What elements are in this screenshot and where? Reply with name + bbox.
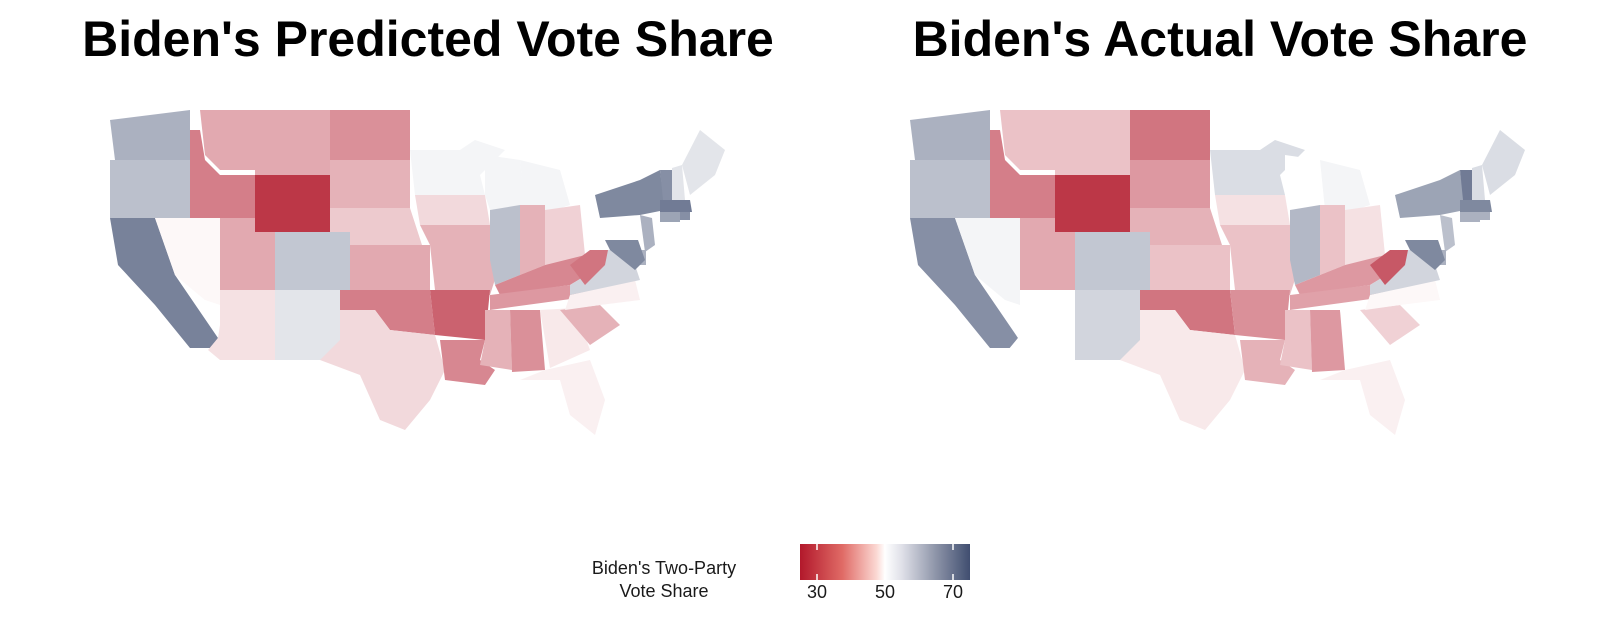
state-mn: [1210, 140, 1305, 195]
state-ne: [1130, 208, 1222, 245]
predicted-vote-share-map: [110, 110, 725, 435]
state-ks: [1150, 245, 1230, 290]
state-md: [1405, 240, 1445, 270]
state-wa: [910, 110, 990, 160]
state-nd: [1130, 110, 1210, 160]
state-vt: [660, 170, 672, 200]
state-md: [605, 240, 645, 270]
state-sc: [1360, 305, 1420, 345]
state-wy: [255, 175, 330, 232]
state-ok: [1140, 290, 1235, 335]
state-co: [275, 232, 350, 290]
state-or: [910, 160, 990, 218]
state-ut: [1020, 218, 1075, 290]
state-nj: [1440, 215, 1455, 252]
state-ri: [680, 212, 690, 220]
state-nv: [155, 218, 220, 305]
legend-tick-label: 70: [943, 582, 963, 602]
state-or: [110, 160, 190, 218]
color-scale-legend: 30 50 70: [800, 544, 970, 602]
state-nc: [565, 280, 640, 310]
state-mt: [1000, 110, 1130, 175]
predicted-map-title: Biden's Predicted Vote Share: [82, 11, 774, 67]
state-in: [1320, 205, 1345, 275]
state-ia: [415, 195, 490, 225]
state-ia: [1215, 195, 1290, 225]
state-wi: [485, 155, 525, 210]
state-ar: [430, 290, 490, 340]
state-sc: [560, 305, 620, 345]
state-ma: [1460, 200, 1492, 212]
state-ri: [1480, 212, 1490, 220]
state-fl: [520, 360, 605, 435]
state-id: [990, 130, 1055, 218]
legend-title: Biden's Two-Party Vote Share: [591, 558, 737, 601]
state-fl: [1320, 360, 1405, 435]
state-nh: [672, 165, 685, 200]
state-oh: [545, 205, 585, 265]
state-al: [510, 310, 545, 372]
state-nm: [1075, 290, 1140, 360]
state-mi: [520, 160, 570, 215]
state-nc: [1365, 280, 1440, 310]
state-mo: [420, 225, 498, 295]
state-nd: [330, 110, 410, 160]
state-nv: [955, 218, 1020, 305]
state-mn: [410, 140, 505, 195]
state-me: [1482, 130, 1525, 195]
state-wy: [1055, 175, 1130, 232]
state-mi: [1320, 160, 1370, 215]
state-ms: [480, 310, 512, 370]
state-nj: [640, 215, 655, 252]
state-sd: [1130, 160, 1210, 208]
state-ny: [595, 170, 665, 218]
state-il: [1290, 205, 1320, 285]
state-nm: [275, 290, 340, 360]
state-vt: [1460, 170, 1472, 200]
actual-vote-share-map: [910, 110, 1525, 435]
state-ar: [1230, 290, 1290, 340]
legend-tick-label: 50: [875, 582, 895, 602]
state-wv: [570, 240, 610, 285]
state-ca: [910, 218, 1018, 348]
state-id: [190, 130, 255, 218]
state-nh: [1472, 165, 1485, 200]
state-sd: [330, 160, 410, 208]
state-mt: [200, 110, 330, 175]
state-ct: [660, 212, 680, 222]
state-wa: [110, 110, 190, 160]
state-ny: [1395, 170, 1465, 218]
state-la: [440, 340, 495, 385]
state-ks: [350, 245, 430, 290]
state-ok: [340, 290, 435, 335]
state-in: [520, 205, 545, 275]
state-az: [1008, 290, 1075, 360]
state-ms: [1280, 310, 1312, 370]
state-ut: [220, 218, 275, 290]
state-al: [1310, 310, 1345, 372]
state-il: [490, 205, 520, 285]
state-co: [1075, 232, 1150, 290]
state-me: [682, 130, 725, 195]
state-tx: [320, 310, 445, 430]
state-ne: [330, 208, 422, 245]
state-tx: [1120, 310, 1245, 430]
state-la: [1240, 340, 1295, 385]
state-wv: [1370, 240, 1410, 285]
actual-map-title: Biden's Actual Vote Share: [912, 11, 1528, 67]
state-mo: [1220, 225, 1298, 295]
state-ct: [1460, 212, 1480, 222]
state-az: [208, 290, 275, 360]
state-ca: [110, 218, 218, 348]
state-wi: [1285, 155, 1325, 210]
state-oh: [1345, 205, 1385, 265]
state-ma: [660, 200, 692, 212]
legend-tick-label: 30: [807, 582, 827, 602]
